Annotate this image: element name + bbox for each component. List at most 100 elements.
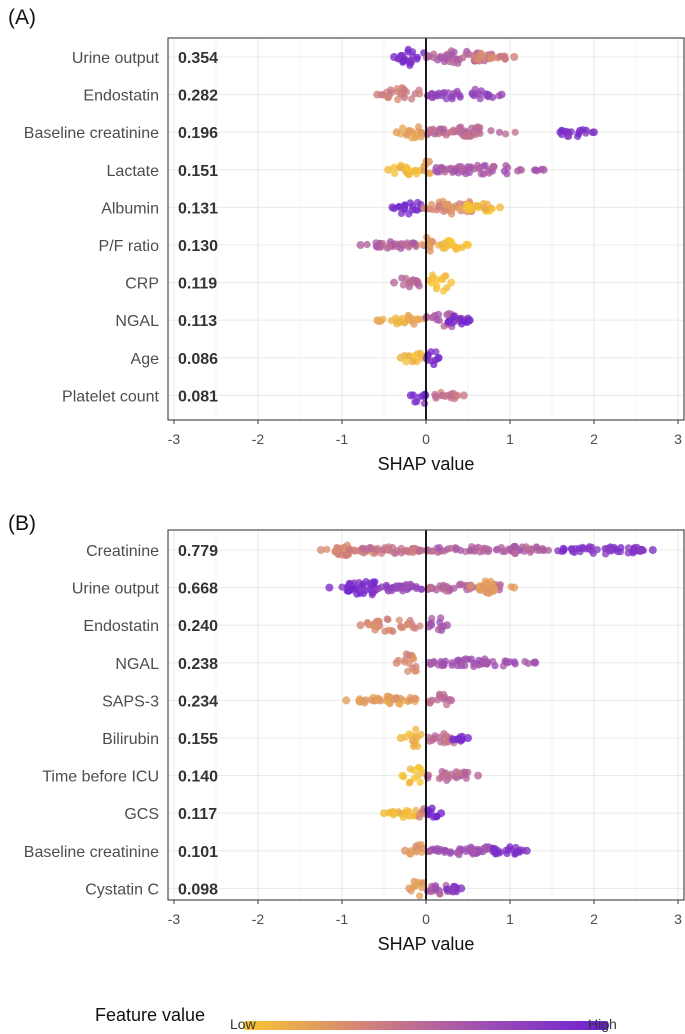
shap-point [399,813,407,822]
mean-abs-shap-value: 0.081 [178,388,218,405]
shap-point [344,587,352,595]
shap-point [511,128,519,136]
min-point [390,53,399,61]
shap-point [605,547,613,555]
shap-point [413,315,421,323]
shap-point [436,582,444,590]
max-point [539,165,548,174]
shap-point [524,659,532,668]
feature-swarm [380,804,446,822]
shap-point [455,769,463,778]
shap-point [440,659,448,667]
shap-point [432,276,440,284]
shap-point [448,93,456,101]
shap-point [421,161,429,169]
shap-point [487,54,495,63]
feature-swarm [406,388,468,407]
shap-point [414,198,422,207]
shap-point [434,241,443,249]
max-point [457,884,466,893]
feature-row: Age 0.086 [131,348,443,369]
feature-swarm [392,123,598,142]
shap-point [514,167,522,175]
shap-point [638,546,647,555]
shap-point [415,546,423,554]
shap-point [411,667,419,675]
shap-point [481,577,489,585]
feature-swarm [405,877,466,900]
shap-point [379,546,387,554]
x-tick-label: 0 [422,911,430,927]
x-tick-label: 3 [674,431,682,447]
shap-point [421,399,429,407]
shap-point [411,624,419,632]
shap-point [428,200,436,208]
shap-point [436,544,444,552]
max-point [510,583,519,592]
shap-point [399,281,407,289]
shap-point [425,848,433,856]
x-tick-label: -2 [252,431,265,447]
min-point [390,278,399,287]
min-point [406,391,415,400]
shap-point [557,126,566,134]
shap-point [397,209,406,217]
shap-point [468,124,476,132]
shap-point [487,127,495,135]
shap-point [470,55,478,64]
panel-a-x-axis-title: SHAP value [378,454,475,474]
shap-point [446,849,454,857]
mean-abs-shap-value: 0.131 [178,200,218,217]
shap-point [453,849,461,857]
shap-point [431,91,439,99]
shap-point [498,547,507,556]
shap-point [417,133,425,141]
feature-row: Baseline creatinine 0.101 [24,841,531,861]
feature-swarm [392,650,540,675]
min-point [401,846,409,855]
x-tick-label: 3 [674,911,682,927]
shap-point [476,129,484,137]
shap-point [413,53,421,61]
shap-point [383,615,391,623]
max-point [648,546,657,554]
shap-point [408,737,416,745]
feature-name: GCS [124,806,159,823]
shap-point [511,542,519,550]
shap-point [453,545,461,553]
feature-row: Cystatin C 0.098 [85,877,466,900]
shap-point [441,168,449,176]
shap-point [436,890,444,898]
shap-point [391,169,399,177]
feature-swarm [373,309,474,331]
shap-point [511,660,519,668]
shap-point [588,543,596,551]
shap-point [397,163,405,171]
max-point [531,658,540,667]
feature-name: Albumin [101,200,159,217]
x-tick-label: 0 [422,431,430,447]
mean-abs-shap-value: 0.779 [178,543,218,560]
shap-point [434,310,443,318]
shap-point [430,361,438,369]
shap-point [426,698,434,706]
shap-point [400,94,409,102]
shap-point [410,352,419,360]
shap-point [365,579,373,588]
shap-point [432,882,440,890]
max-point [447,278,456,287]
shap-point [444,318,452,326]
x-tick-label: 1 [506,431,514,447]
shap-point [531,166,540,174]
shap-point [453,391,462,399]
shap-point [451,167,459,175]
shap-point [371,626,379,634]
shap-point [405,315,413,323]
max-point [443,621,451,630]
feature-row: SAPS-3 0.234 [102,690,456,710]
shap-point [466,547,474,555]
x-tick-label: 2 [590,911,598,927]
shap-point [446,586,454,594]
shap-point [489,587,497,595]
legend-high-label: High [588,1016,617,1032]
